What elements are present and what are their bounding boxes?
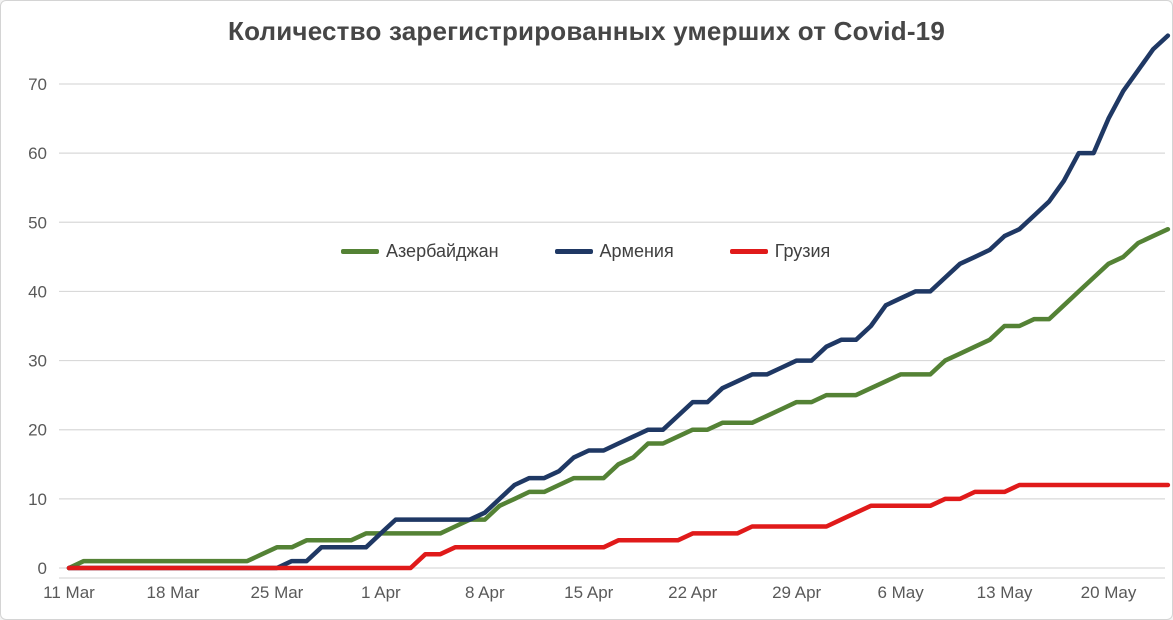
- legend-item-label: Грузия: [774, 241, 831, 261]
- y-axis-tick-label: 10: [28, 490, 47, 509]
- x-axis-tick-label: 25 Mar: [250, 583, 303, 602]
- y-axis-tick-label: 60: [28, 144, 47, 163]
- legend-item-georgia: Грузия: [729, 241, 831, 261]
- series-line-azerbaijan: [66, 226, 1171, 571]
- x-axis-tick-label: 29 Apr: [772, 583, 821, 602]
- y-axis-tick-label: 40: [28, 282, 47, 301]
- y-axis-tick-label: 0: [38, 559, 47, 578]
- x-axis-tick-label: 15 Apr: [564, 583, 613, 602]
- legend-marker-armenia: [554, 248, 593, 254]
- legend-item-azerbaijan: Азербайджан: [341, 242, 499, 260]
- y-axis-tick-label: 30: [28, 352, 47, 371]
- x-axis-tick-label: 13 May: [977, 583, 1033, 602]
- x-axis-tick-label: 8 Apr: [465, 583, 505, 602]
- x-axis-tick-label: 22 Apr: [668, 583, 717, 602]
- legend-item-armenia: Армения: [554, 241, 674, 261]
- legend-marker-georgia: [729, 248, 768, 254]
- chart-title: Количество зарегистрированных умерших от…: [228, 16, 945, 46]
- x-axis-tick-label: 20 May: [1081, 583, 1137, 602]
- y-axis-tick-label: 50: [28, 213, 47, 232]
- legend-marker-azerbaijan: [341, 248, 379, 254]
- y-axis-tick-label: 70: [28, 75, 47, 94]
- x-axis-tick-label: 11 Mar: [43, 583, 95, 602]
- legend-item-label: Азербайджан: [386, 241, 499, 261]
- x-axis-tick-label: 1 Apr: [361, 583, 401, 602]
- series-line-armenia: [66, 33, 1171, 571]
- legend-item-label: Армения: [599, 241, 674, 261]
- series-line-georgia: [66, 482, 1171, 571]
- y-axis-tick-label: 20: [28, 421, 47, 440]
- x-axis-tick-label: 6 May: [877, 583, 924, 602]
- x-axis-tick-label: 18 Mar: [146, 583, 199, 602]
- legend: Азербайджан Армения Грузия: [341, 242, 830, 260]
